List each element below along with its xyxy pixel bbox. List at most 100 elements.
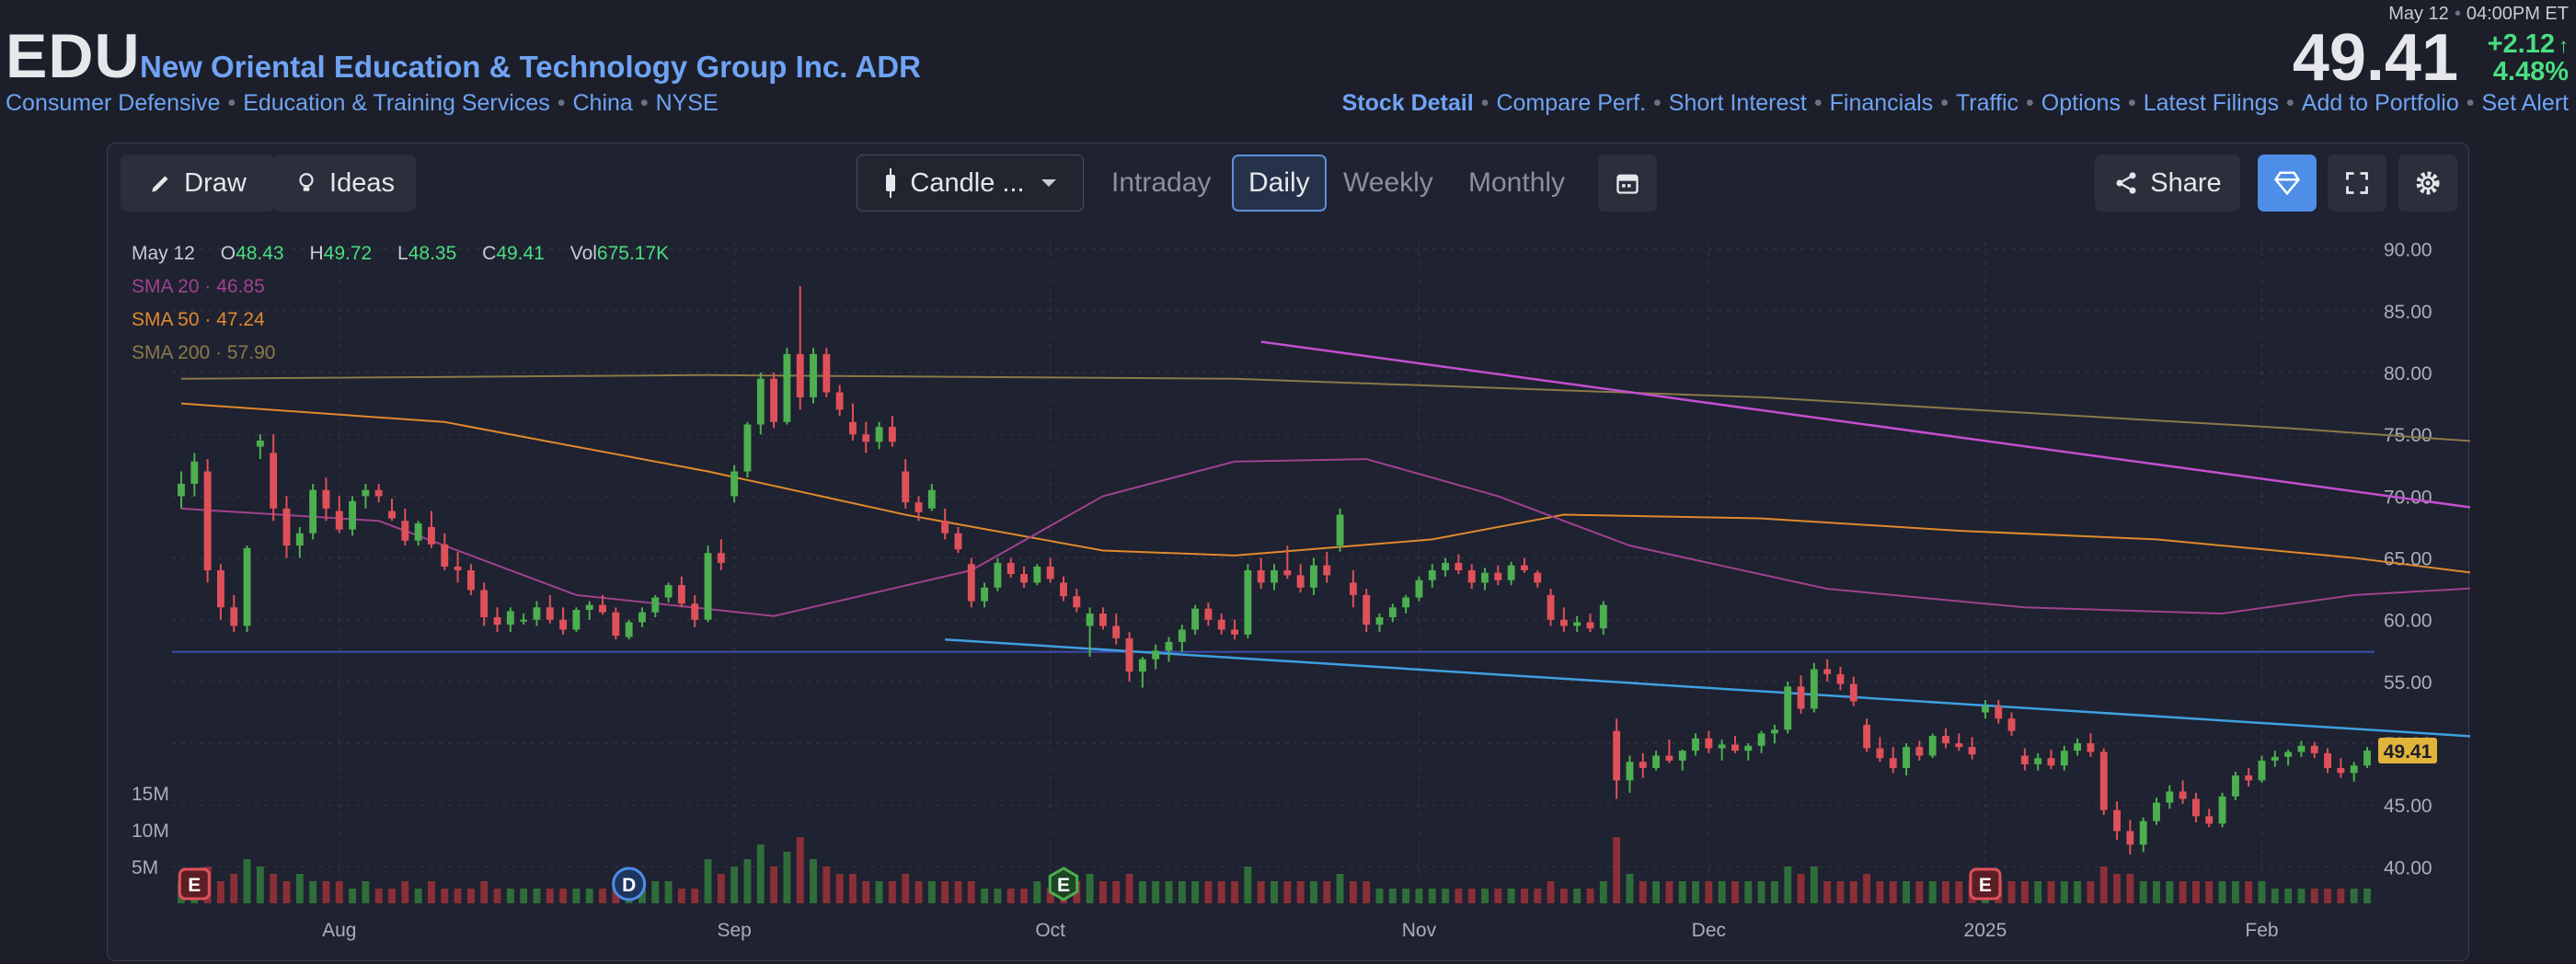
candle-body[interactable] — [2337, 767, 2345, 774]
tag-country[interactable]: China — [572, 90, 633, 116]
candle-body[interactable] — [1098, 614, 1107, 626]
tag-exchange[interactable]: NYSE — [655, 90, 719, 116]
candle-body[interactable] — [349, 500, 357, 530]
fullscreen-button[interactable] — [2328, 155, 2386, 212]
candle-body[interactable] — [1547, 594, 1555, 620]
candle-body[interactable] — [216, 570, 224, 608]
premium-button[interactable] — [2258, 155, 2317, 212]
candle-body[interactable] — [270, 453, 278, 509]
candle-body[interactable] — [1481, 572, 1489, 583]
share-button[interactable]: Share — [2095, 155, 2240, 212]
candle-body[interactable] — [533, 607, 541, 620]
tab-monthly[interactable]: Monthly — [1468, 167, 1566, 198]
link-set-alert[interactable]: Set Alert — [2481, 90, 2570, 116]
candle-body[interactable] — [203, 471, 212, 570]
candle-body[interactable] — [1665, 755, 1673, 761]
candle-body[interactable] — [994, 562, 1002, 588]
candle-body[interactable] — [1217, 619, 1225, 630]
candle-body[interactable] — [1559, 619, 1568, 626]
candle-body[interactable] — [2166, 791, 2174, 803]
link-short-interest[interactable]: Short Interest — [1668, 90, 1807, 116]
candle-body[interactable] — [612, 612, 620, 637]
candle-body[interactable] — [2099, 752, 2108, 810]
candle-body[interactable] — [572, 609, 581, 630]
candle-body[interactable] — [1823, 669, 1832, 674]
candle-body[interactable] — [691, 603, 699, 620]
candle-body[interactable] — [1692, 738, 1699, 752]
candle-body[interactable] — [1955, 743, 1963, 748]
candle-body[interactable] — [1349, 582, 1357, 595]
candle-body[interactable] — [1442, 562, 1450, 570]
candle-body[interactable] — [1494, 572, 1502, 580]
candle-body[interactable] — [2205, 816, 2214, 824]
candle-body[interactable] — [506, 611, 514, 625]
settings-button[interactable] — [2398, 155, 2457, 212]
candle-body[interactable] — [2074, 743, 2082, 752]
candle-body[interactable] — [1060, 582, 1067, 597]
candle-body[interactable] — [862, 434, 870, 442]
candle-body[interactable] — [1271, 570, 1278, 583]
candle-body[interactable] — [2324, 752, 2332, 768]
candle-body[interactable] — [1849, 683, 1857, 702]
sma50-line[interactable] — [180, 402, 2470, 778]
candle-body[interactable] — [1428, 570, 1436, 580]
candle-body[interactable] — [2047, 758, 2055, 766]
link-stock-detail[interactable]: Stock Detail — [1341, 90, 1474, 116]
candle-body[interactable] — [585, 604, 593, 610]
candle-body[interactable] — [1981, 706, 1989, 713]
candle-body[interactable] — [2231, 775, 2239, 797]
link-latest-filings[interactable]: Latest Filings — [2143, 90, 2280, 116]
candle-body[interactable] — [1283, 570, 1292, 576]
candle-body[interactable] — [1415, 580, 1423, 598]
candle-body[interactable] — [1046, 566, 1054, 580]
candle-body[interactable] — [1178, 629, 1186, 642]
candle-body[interactable] — [1797, 686, 1805, 709]
company-name[interactable]: New Oriental Education & Technology Grou… — [140, 50, 921, 84]
candle-body[interactable] — [401, 521, 409, 541]
link-traffic[interactable]: Traffic — [1955, 90, 2019, 116]
draw-button[interactable]: Draw — [121, 155, 275, 212]
tag-sector[interactable]: Consumer Defensive — [6, 90, 221, 116]
candle-body[interactable] — [2139, 821, 2147, 845]
candle-body[interactable] — [599, 604, 606, 613]
candle-body[interactable] — [941, 521, 949, 534]
candle-body[interactable] — [1521, 565, 1528, 570]
candle-body[interactable] — [362, 489, 370, 497]
candle-body[interactable] — [1033, 566, 1041, 583]
candle-body[interactable] — [835, 392, 844, 410]
candle-body[interactable] — [190, 461, 199, 484]
candle-body[interactable] — [2087, 743, 2095, 752]
candle-body[interactable] — [309, 489, 317, 534]
candle-body[interactable] — [1507, 565, 1515, 580]
candle-body[interactable] — [810, 353, 817, 397]
candle-body[interactable] — [1613, 730, 1621, 781]
candle-body[interactable] — [2310, 745, 2318, 753]
candle-body[interactable] — [2258, 760, 2266, 781]
candle-body[interactable] — [1020, 574, 1028, 583]
candle-body[interactable] — [1863, 724, 1871, 749]
candle-body[interactable] — [1678, 751, 1686, 761]
candle-body[interactable] — [1639, 762, 1647, 768]
candle-body[interactable] — [282, 508, 291, 546]
candle-body[interactable] — [914, 502, 923, 512]
candle-body[interactable] — [1231, 629, 1239, 635]
candle-body[interactable] — [1323, 565, 1331, 576]
candle-body[interactable] — [1995, 706, 2003, 719]
price-chart[interactable]: 40.0045.0050.0055.0060.0065.0070.0075.00… — [108, 143, 2470, 962]
candle-body[interactable] — [295, 533, 304, 546]
candle-body[interactable] — [638, 612, 646, 623]
earnings-marker[interactable] — [1048, 866, 1079, 901]
candle-body[interactable] — [1191, 608, 1200, 630]
candle-body[interactable] — [1138, 659, 1146, 672]
candle-body[interactable] — [1757, 733, 1765, 746]
candle-body[interactable] — [2034, 758, 2042, 764]
tab-daily[interactable]: Daily — [1232, 155, 1327, 212]
tab-intraday[interactable]: Intraday — [1111, 167, 1212, 198]
candle-body[interactable] — [466, 570, 475, 591]
candle-body[interactable] — [1876, 748, 1884, 759]
candle-body[interactable] — [1402, 597, 1410, 608]
candle-body[interactable] — [664, 585, 673, 598]
candle-body[interactable] — [954, 533, 962, 550]
candle-body[interactable] — [1942, 736, 1949, 744]
trendline-upper[interactable] — [1260, 340, 2470, 832]
